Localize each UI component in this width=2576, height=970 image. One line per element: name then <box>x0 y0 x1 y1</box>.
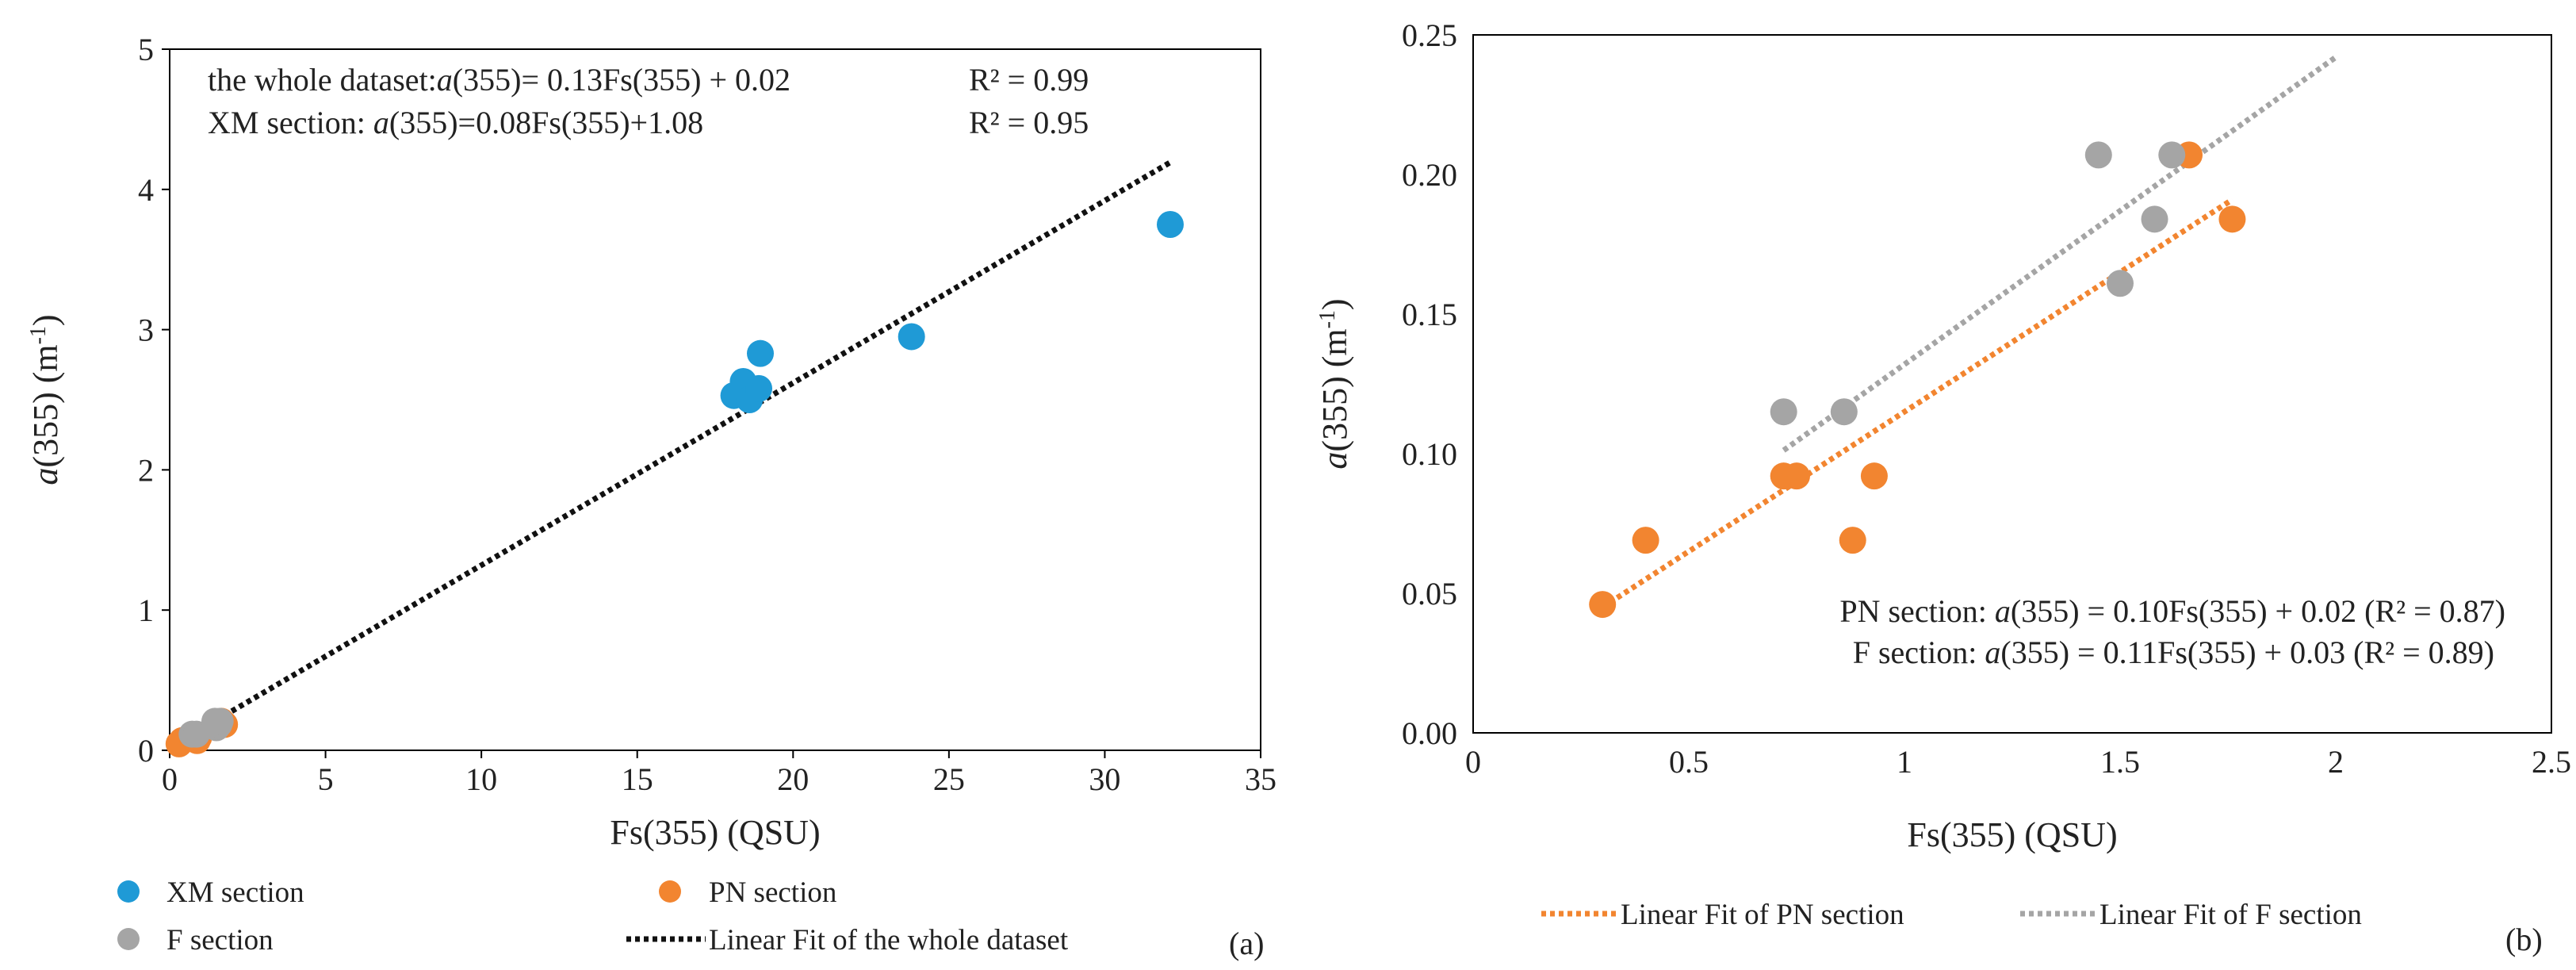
f-section-point <box>206 707 234 735</box>
legend-item-linear-fit-whole[interactable]: Linear Fit of the whole dataset <box>626 924 1069 957</box>
legend-label-pn: PN section <box>709 876 836 909</box>
f-section-point <box>1830 398 1858 426</box>
x-tick-label: 35 <box>1245 761 1277 797</box>
panel-b-legend: Linear Fit of PN section Linear Fit of F… <box>1541 899 2362 931</box>
panel-b-y-axis-label: a(355) (m-1) <box>1315 298 1355 469</box>
y-tick-label: 0 <box>138 733 154 769</box>
xm-section-point <box>745 374 773 402</box>
x-tick-label: 20 <box>777 761 809 797</box>
legend-item-xm-section[interactable]: XM section <box>117 876 304 909</box>
pn-section-point <box>2218 205 2246 233</box>
y-tick-label: 0.15 <box>1402 297 1457 332</box>
xm-section-point <box>898 323 925 351</box>
f-section-point <box>2158 141 2186 169</box>
y-tick-label: 4 <box>138 172 154 208</box>
panel-a-y-axis-label: a(355) (m-1) <box>26 314 66 485</box>
y-tick-label: 0.10 <box>1402 436 1457 472</box>
f-section-point <box>2141 205 2168 233</box>
panel-a-annotation-whole: the whole dataset:a(355)= 0.13Fs(355) + … <box>208 62 790 98</box>
legend-label-whole-fit: Linear Fit of the whole dataset <box>709 924 1069 957</box>
panel-b-y-ticks: 0.00 0.05 0.10 0.15 0.20 0.25 <box>1402 17 1457 751</box>
y-tick-label: 0.05 <box>1402 576 1457 612</box>
x-tick-label: 5 <box>318 761 334 797</box>
panel-b-x-ticks: 0 0.5 1 1.5 2 2.5 <box>1465 744 2571 780</box>
y-tick-label: 2 <box>138 452 154 488</box>
panel-b: 0 0.5 1 1.5 2 2.5 0.00 0.05 0.10 0.15 0.20 0.25 PN… <box>1315 17 2572 957</box>
y-tick-label: 5 <box>138 32 154 67</box>
xm-section-point <box>1156 211 1184 238</box>
pn-section-point <box>1860 462 1888 490</box>
x-tick-label: 0.5 <box>1669 744 1709 780</box>
pn-section-point <box>1783 462 1810 490</box>
panel-a-annotation-xm: XM section: a(355)=0.08Fs(355)+1.08 <box>208 105 703 140</box>
legend-label-f: F section <box>167 924 274 957</box>
x-tick-label: 10 <box>465 761 497 797</box>
legend-item-f-section[interactable]: F section <box>117 924 274 957</box>
x-tick-label: 25 <box>933 761 965 797</box>
y-tick-label: 0.25 <box>1402 17 1457 53</box>
f-section-point <box>2084 141 2112 169</box>
panel-a: 0 5 10 15 20 25 30 35 0 1 2 3 4 5 the whole dataset:… <box>26 32 1277 961</box>
legend-label-f-fit: Linear Fit of F section <box>2099 899 2362 931</box>
y-tick-label: 0.00 <box>1402 715 1457 751</box>
legend-item-linear-fit-pn[interactable]: Linear Fit of PN section <box>1541 899 1904 931</box>
legend-label-xm: XM section <box>167 876 304 909</box>
panel-b-label: (b) <box>2505 922 2543 957</box>
linear-fit-of-pn-section-line <box>1601 197 2234 610</box>
x-tick-label: 1 <box>1897 744 1912 780</box>
x-tick-label: 2 <box>2328 744 2344 780</box>
panel-a-points-layer <box>165 211 1184 757</box>
y-tick-label: 3 <box>138 312 154 348</box>
x-tick-label: 0 <box>1465 744 1481 780</box>
panel-a-label: (a) <box>1229 926 1264 961</box>
legend-item-pn-section[interactable]: PN section <box>659 876 836 909</box>
panel-b-plot-frame <box>1472 34 2552 734</box>
panel-a-x-axis-label: Fs(355) (QSU) <box>610 813 820 852</box>
pn-section-point <box>1839 527 1866 554</box>
pn-section-point <box>1589 591 1617 619</box>
x-tick-label: 2.5 <box>2532 744 2571 780</box>
legend-item-linear-fit-f[interactable]: Linear Fit of F section <box>2020 899 2362 931</box>
pn-section-point <box>1632 527 1659 554</box>
panel-b-annotation-f: F section: a(355) = 0.11Fs(355) + 0.03 (… <box>1853 635 2494 670</box>
xm-section-point <box>747 339 775 367</box>
panel-b-points-layer <box>1589 141 2246 619</box>
panel-b-x-axis-label: Fs(355) (QSU) <box>1907 815 2117 854</box>
panel-b-annotation-pn: PN section: a(355) = 0.10Fs(355) + 0.02 … <box>1839 593 2505 629</box>
legend-label-pn-fit: Linear Fit of PN section <box>1621 899 1904 931</box>
panel-a-plot-frame <box>169 48 1261 751</box>
panel-b-fit-layer <box>1601 55 2338 610</box>
f-section-point <box>2107 270 2134 297</box>
x-tick-label: 30 <box>1089 761 1120 797</box>
f-section-point <box>1770 398 1797 426</box>
panel-a-annotation-whole-r2: R² = 0.99 <box>969 62 1089 98</box>
x-tick-label: 0 <box>162 761 178 797</box>
legend-marker-xm <box>117 880 140 903</box>
panel-a-y-ticks: 0 1 2 3 4 5 <box>138 32 170 769</box>
legend-marker-pn <box>659 880 681 903</box>
panel-a-legend: XM section PN section F section Linear F… <box>117 876 1069 957</box>
legend-marker-f <box>117 928 140 950</box>
x-tick-label: 1.5 <box>2100 744 2140 780</box>
x-tick-label: 15 <box>622 761 653 797</box>
y-tick-label: 1 <box>138 592 154 628</box>
panel-a-x-ticks: 0 5 10 15 20 25 30 35 <box>162 750 1277 797</box>
y-tick-label: 0.20 <box>1402 157 1457 193</box>
panel-a-annotation-xm-r2: R² = 0.95 <box>969 105 1089 140</box>
